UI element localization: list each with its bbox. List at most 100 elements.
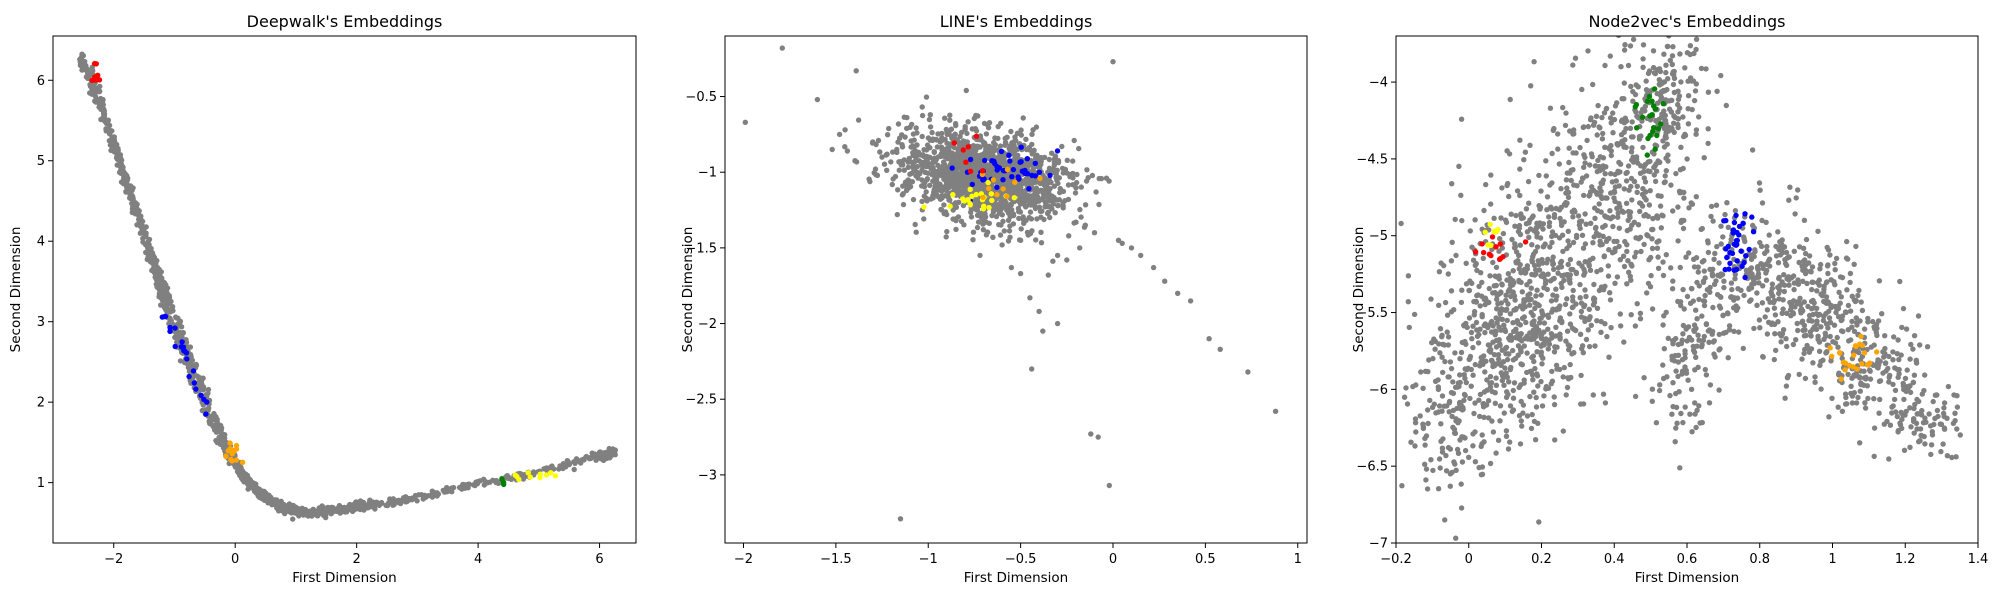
scatter-point-yellow [537, 471, 543, 477]
chart-title: LINE's Embeddings [940, 12, 1093, 31]
scatter-point [1459, 459, 1466, 465]
scatter-point [1462, 392, 1468, 399]
scatter-point [1217, 346, 1223, 352]
scatter-point [1662, 134, 1669, 140]
scatter-point [1530, 377, 1536, 383]
scatter-point [158, 302, 164, 308]
scatter-point [1463, 260, 1469, 266]
scatter-point [1628, 183, 1634, 190]
scatter-point [241, 470, 247, 477]
scatter-point [1427, 397, 1433, 404]
scatter-point [265, 493, 271, 499]
scatter-point [1497, 236, 1503, 242]
scatter-point [1574, 183, 1580, 189]
x-tick-label: 0.5 [1195, 552, 1216, 567]
scatter-point [1517, 242, 1524, 248]
scatter-point [1018, 226, 1024, 232]
scatter-point [1699, 313, 1705, 319]
scatter-point [1757, 187, 1763, 193]
scatter-point [1682, 355, 1688, 361]
scatter-point [1518, 331, 1524, 337]
scatter-point [1537, 235, 1544, 241]
scatter-point [1476, 397, 1482, 403]
scatter-point [1458, 505, 1465, 511]
y-tick-label: 6 [37, 74, 45, 89]
scatter-point [1512, 244, 1519, 250]
scatter-point [115, 147, 121, 153]
scatter-point [952, 131, 958, 137]
scatter-point [897, 516, 904, 522]
scatter-point [1669, 353, 1675, 359]
scatter-point [1718, 72, 1724, 79]
scatter-point [1106, 482, 1113, 489]
scatter-point [1696, 296, 1702, 303]
scatter-point [932, 172, 938, 178]
scatter-point [1579, 232, 1586, 238]
scatter-point [1466, 287, 1472, 294]
scatter-point [993, 213, 1000, 220]
scatter-point [1581, 164, 1587, 170]
scatter-point [203, 392, 209, 398]
scatter-point [1070, 175, 1076, 181]
scatter-point [1466, 454, 1472, 460]
scatter-point [583, 454, 590, 460]
scatter-point [1549, 150, 1555, 157]
scatter-point [1675, 238, 1681, 244]
scatter-point [1420, 424, 1427, 430]
scatter-point [1527, 291, 1533, 297]
scatter-point [1656, 387, 1663, 394]
scatter-point [1702, 366, 1709, 373]
scatter-point [1608, 152, 1615, 159]
scatter-point [339, 508, 345, 514]
scatter-point [1408, 439, 1414, 445]
scatter-point [1430, 355, 1436, 362]
scatter-point [1637, 316, 1644, 322]
scatter-point [1516, 252, 1522, 259]
scatter-point-blue [1029, 172, 1035, 179]
scatter-point [1531, 389, 1537, 395]
scatter-point [1592, 343, 1598, 349]
scatter-point [1432, 346, 1438, 352]
scatter-point [1510, 268, 1516, 274]
scatter-point [986, 170, 992, 176]
scatter-point [1470, 344, 1476, 351]
scatter-point [1600, 233, 1606, 239]
scatter-point [1588, 115, 1594, 121]
scatter-point [991, 147, 998, 154]
scatter-point [1457, 437, 1463, 443]
scatter-point [1543, 158, 1549, 164]
scatter-point [1513, 259, 1519, 265]
scatter-point [1487, 460, 1494, 467]
scatter-point-red [95, 72, 101, 79]
scatter-point [1696, 403, 1702, 409]
scatter-point-blue [998, 148, 1005, 155]
scatter-point [1029, 141, 1035, 148]
scatter-point [1458, 299, 1465, 306]
scatter-point [1435, 409, 1442, 415]
scatter-point [1694, 316, 1700, 322]
scatter-point [1494, 361, 1500, 367]
scatter-point [1653, 168, 1660, 174]
scatter-point [1055, 180, 1061, 186]
scatter-point [1649, 398, 1656, 404]
scatter-point [1478, 270, 1484, 276]
scatter-point [1663, 69, 1669, 76]
scatter-point [1563, 392, 1569, 398]
scatter-point [1045, 272, 1052, 278]
scatter-point [1695, 269, 1702, 275]
scatter-point [1027, 209, 1034, 215]
scatter-point [366, 504, 372, 510]
scatter-point [1532, 272, 1538, 278]
scatter-point [1470, 323, 1476, 329]
scatter-point [1519, 315, 1526, 321]
scatter-point [1029, 131, 1035, 137]
scatter-point [1696, 283, 1703, 289]
scatter-point [1012, 147, 1018, 153]
scatter-point [87, 81, 93, 88]
scatter-point-orange [229, 451, 235, 457]
scatter-point [327, 509, 334, 515]
scatter-point [210, 415, 216, 422]
scatter-point [1663, 168, 1670, 174]
scatter-point [1627, 43, 1634, 49]
scatter-point [1519, 423, 1525, 429]
